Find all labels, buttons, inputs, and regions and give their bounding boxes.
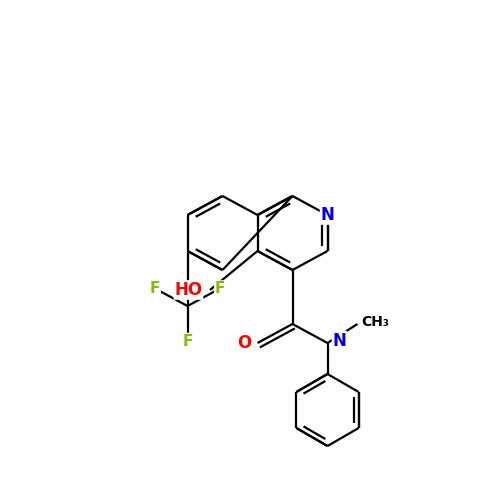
Text: F: F: [182, 334, 192, 348]
Text: N: N: [320, 206, 334, 224]
Text: CH₃: CH₃: [362, 316, 390, 330]
Text: N: N: [332, 332, 346, 349]
Text: F: F: [215, 281, 225, 296]
Text: O: O: [238, 334, 252, 352]
Text: HO: HO: [174, 281, 203, 299]
Text: F: F: [150, 281, 160, 296]
